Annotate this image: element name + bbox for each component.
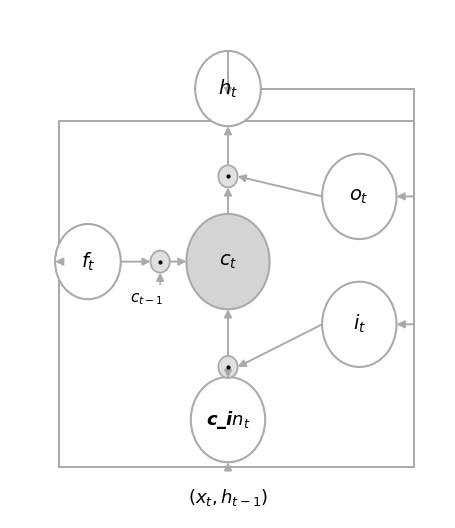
Text: $\boldsymbol{h_t}$: $\boldsymbol{h_t}$ <box>217 78 238 100</box>
Bar <box>59 121 413 467</box>
Circle shape <box>321 282 396 367</box>
Text: $\boldsymbol{c\_in_t}$: $\boldsymbol{c\_in_t}$ <box>205 409 250 431</box>
Circle shape <box>190 377 265 463</box>
Circle shape <box>150 251 169 272</box>
Circle shape <box>195 51 260 126</box>
Circle shape <box>186 214 269 309</box>
Text: $\boldsymbol{c_t}$: $\boldsymbol{c_t}$ <box>218 252 237 271</box>
Text: $\boldsymbol{i_t}$: $\boldsymbol{i_t}$ <box>352 313 365 335</box>
Text: $(x_t, h_{t-1})$: $(x_t, h_{t-1})$ <box>187 487 268 508</box>
Text: $\boldsymbol{f_t}$: $\boldsymbol{f_t}$ <box>81 250 95 273</box>
Circle shape <box>321 154 396 239</box>
Text: $\boldsymbol{o_t}$: $\boldsymbol{o_t}$ <box>349 187 369 205</box>
Circle shape <box>55 224 121 299</box>
Text: $\boldsymbol{c_{t-1}}$: $\boldsymbol{c_{t-1}}$ <box>130 291 163 307</box>
Circle shape <box>218 356 237 378</box>
Circle shape <box>218 165 237 187</box>
